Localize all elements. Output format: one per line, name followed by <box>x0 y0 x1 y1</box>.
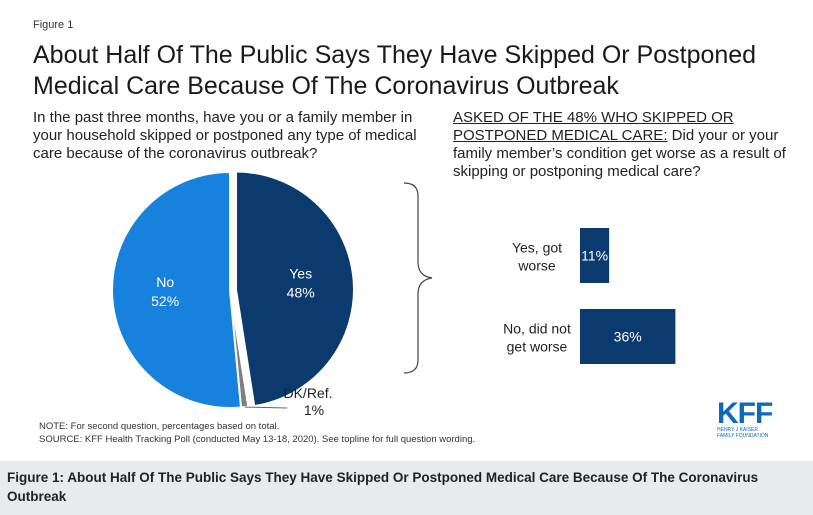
chart-title: About Half Of The Public Says They Have … <box>33 41 757 100</box>
pie-value-no: 52% <box>151 293 179 309</box>
pie-value-yes: 48% <box>287 284 315 300</box>
kff-logo: KFF HENRY J KAISER FAMILY FOUNDATION <box>717 397 779 439</box>
question-2-rest: Did your or your family member’s conditi… <box>453 127 786 180</box>
pie-label-dkref: DK/Ref. <box>283 385 332 401</box>
bar-category-label-1-line1: Yes, got <box>512 240 562 256</box>
bar-value-label-1: 11% <box>581 248 608 264</box>
note-text: NOTE: For second question, percentages b… <box>39 421 280 432</box>
pie-value-dkref: 1% <box>304 402 324 418</box>
question-1: In the past three months, have you or a … <box>33 109 417 162</box>
figure-label: Figure 1 <box>33 19 74 31</box>
pie-label-no: No <box>156 274 174 290</box>
pie-slice-yes <box>234 170 355 408</box>
question-2: ASKED OF THE 48% WHO SKIPPED OR POSTPONE… <box>453 109 793 181</box>
logo-subtitle: HENRY J KAISER FAMILY FOUNDATION <box>717 427 769 439</box>
pie-label-yes: Yes <box>289 265 312 281</box>
bar-category-label-2-line2: get worse <box>507 339 568 355</box>
pie-slice-no <box>111 170 243 409</box>
notes: NOTE: For second question, percentages b… <box>39 420 475 446</box>
bar-category-label-1-line2: worse <box>517 258 556 274</box>
bar-2 <box>580 309 676 364</box>
bar-1 <box>580 228 610 283</box>
bar-value-label-2: 36% <box>614 329 642 345</box>
caption-bar <box>0 461 813 515</box>
pie-leader-line <box>244 406 288 409</box>
source-text: SOURCE: KFF Health Tracking Poll (conduc… <box>39 434 476 445</box>
bar-category-label-2-line1: No, did not <box>503 321 571 337</box>
brace <box>403 182 433 374</box>
logo-mark: KFF <box>717 397 773 430</box>
figure-caption: Figure 1: About Half Of The Public Says … <box>7 470 759 504</box>
question-2-prefix: ASKED OF THE 48% WHO SKIPPED OR POSTPONE… <box>453 109 734 144</box>
